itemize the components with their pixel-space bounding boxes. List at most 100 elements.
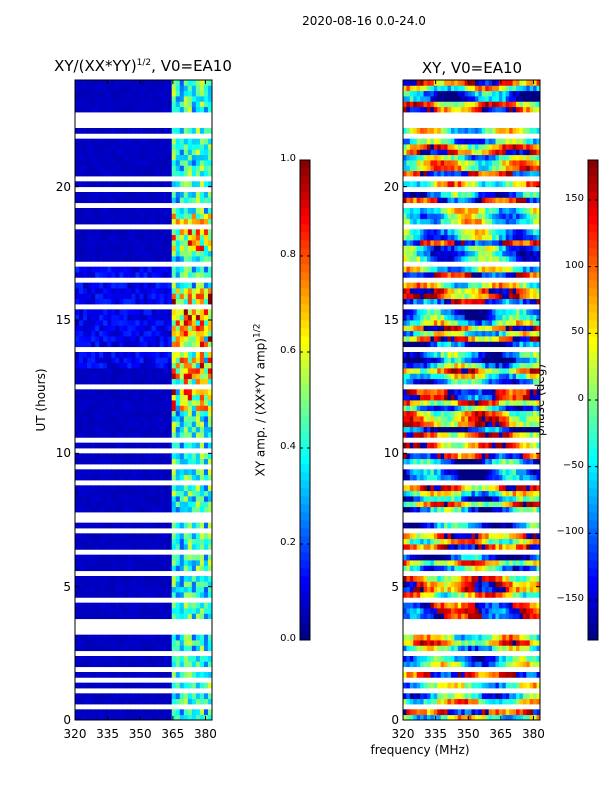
heatmap-cell <box>131 288 136 294</box>
heatmap-cell <box>485 469 490 476</box>
heatmap-cell <box>403 576 407 582</box>
heatmap-cell <box>103 496 108 502</box>
heatmap-cell <box>115 85 120 92</box>
heatmap-cell <box>444 485 448 492</box>
heatmap-cell <box>454 656 459 662</box>
heatmap-cell <box>207 138 213 145</box>
heatmap-cell <box>119 90 124 97</box>
heatmap-cell <box>115 181 120 188</box>
heatmap-cell <box>151 197 156 204</box>
heatmap-cell <box>83 538 88 545</box>
heatmap-cell <box>529 421 534 428</box>
heatmap-cell <box>143 453 148 460</box>
heatmap-cell <box>519 389 524 396</box>
heatmap-cell <box>127 149 132 156</box>
heatmap-cell <box>107 266 112 273</box>
heatmap-cell <box>135 544 140 550</box>
heatmap-cell <box>143 581 148 588</box>
heatmap-cell <box>450 698 455 705</box>
heatmap-cell <box>203 266 209 273</box>
heatmap-cell <box>207 309 213 316</box>
heatmap-cell <box>492 709 496 716</box>
heatmap-cell <box>75 506 80 513</box>
heatmap-cell <box>147 442 152 449</box>
heatmap-cell <box>123 272 128 278</box>
heatmap-cell <box>498 554 503 561</box>
heatmap-cell <box>159 533 165 540</box>
heatmap-cell <box>437 432 442 438</box>
heatmap-cell <box>171 149 177 156</box>
heatmap-cell <box>155 709 161 716</box>
heatmap-cell <box>91 282 96 289</box>
heatmap-cell <box>207 554 213 561</box>
heatmap-cell <box>423 362 428 369</box>
heatmap-cell <box>191 85 197 92</box>
heatmap-cell <box>195 373 201 380</box>
heatmap-cell <box>433 634 438 641</box>
heatmap-cell <box>87 544 92 550</box>
heatmap-cell <box>99 373 104 380</box>
heatmap-cell <box>99 85 104 92</box>
heatmap-cell <box>103 256 108 262</box>
heatmap-cell <box>163 282 169 289</box>
heatmap-cell <box>199 330 205 337</box>
heatmap-cell <box>464 426 469 433</box>
heatmap-cell <box>79 90 84 97</box>
heatmap-cell <box>529 405 534 412</box>
heatmap-cell <box>95 645 100 652</box>
heatmap-cell <box>533 421 537 428</box>
heatmap-cell <box>83 416 88 422</box>
heatmap-cell <box>127 341 132 348</box>
heatmap-cell <box>127 90 132 97</box>
heatmap-cell <box>444 672 448 678</box>
heatmap-cell <box>461 661 466 668</box>
heatmap-cell <box>529 416 534 422</box>
heatmap-cell <box>529 602 534 609</box>
heatmap-cell <box>187 373 193 380</box>
heatmap-cell <box>123 197 128 204</box>
heatmap-cell <box>440 410 445 417</box>
heatmap-cell <box>183 250 189 257</box>
heatmap-cell <box>151 320 156 326</box>
heatmap-cell <box>143 656 148 662</box>
heatmap-cell <box>199 320 205 326</box>
heatmap-cell <box>135 213 140 220</box>
heatmap-cell <box>406 565 411 572</box>
heatmap-cell <box>207 693 213 700</box>
heatmap-cell <box>99 341 104 348</box>
heatmap-cell <box>83 101 88 108</box>
heatmap-cell <box>183 682 189 689</box>
heatmap-cell <box>155 458 161 465</box>
heatmap-cell <box>119 586 124 593</box>
heatmap-cell <box>147 138 152 145</box>
heatmap-cell <box>159 288 165 294</box>
heatmap-cell <box>127 426 132 433</box>
heatmap-cell <box>95 165 100 172</box>
heatmap-cell <box>111 293 116 300</box>
heatmap-cell <box>461 389 466 396</box>
heatmap-cell <box>199 154 205 161</box>
heatmap-cell <box>107 389 112 396</box>
heatmap-cell <box>426 640 431 646</box>
heatmap-cell <box>131 506 136 513</box>
heatmap-cell <box>413 378 418 385</box>
heatmap-cell <box>83 592 88 598</box>
heatmap-cell <box>127 634 132 641</box>
heatmap-cell <box>159 149 165 156</box>
heatmap-cell <box>426 576 431 582</box>
heatmap-cell <box>481 400 486 406</box>
heatmap-cell <box>195 266 201 273</box>
heatmap-cell <box>203 250 209 257</box>
heatmap-cell <box>119 192 124 198</box>
heatmap-cell <box>167 325 173 332</box>
heatmap-cell <box>115 453 120 460</box>
heatmap-cell <box>151 608 156 614</box>
heatmap-cell <box>495 565 500 572</box>
heatmap-cell <box>95 421 100 428</box>
heatmap-cell <box>111 240 116 246</box>
heatmap-cell <box>423 592 428 598</box>
heatmap-cell <box>433 613 438 620</box>
heatmap-cell <box>87 85 92 92</box>
heatmap-cell <box>103 693 108 700</box>
heatmap-cell <box>107 282 112 289</box>
